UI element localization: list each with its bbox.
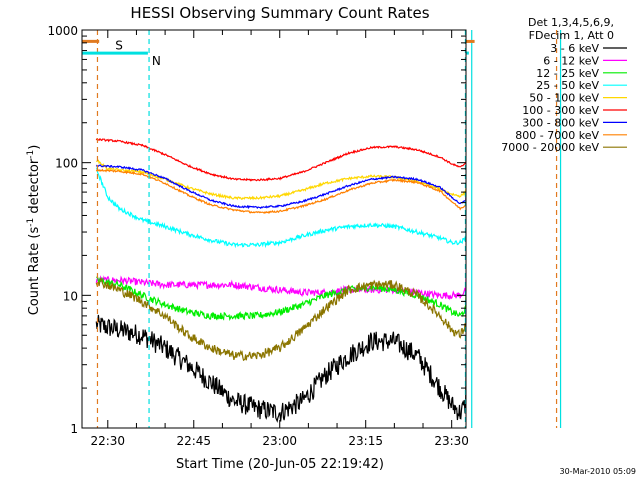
y-tick-label-0: 1 — [70, 422, 78, 436]
x-tick-label-0: 22:30 — [90, 434, 125, 448]
legend-label-0: 3 - 6 keV — [550, 42, 599, 55]
y-tick-label-1: 10 — [63, 289, 78, 303]
legend-label-5: 100 - 300 keV — [522, 104, 599, 117]
y-axis-label-end: ) — [27, 145, 42, 150]
chart-title: HESSI Observing Summary Count Rates — [130, 4, 429, 22]
axes-frame — [81, 29, 467, 429]
x-tick-label-1: 22:45 — [176, 434, 211, 448]
series-line-8 — [95, 270, 466, 362]
flag-label-1: N — [152, 54, 161, 68]
x-tick-label-3: 23:15 — [348, 434, 383, 448]
x-axis-label: Start Time (20-Jun-05 22:19:42) — [176, 457, 384, 472]
x-tick-label-4: 23:30 — [434, 434, 469, 448]
legend-label-6: 300 - 800 keV — [522, 116, 599, 129]
series-group — [95, 138, 466, 423]
series-line-0 — [95, 314, 466, 423]
y-axis-label-sup1: -1 — [26, 218, 36, 227]
y-axis-label-sup2: -1 — [26, 150, 36, 159]
series-line-7 — [95, 168, 466, 214]
y-axis-label: Count Rate (s-1 detector-1) — [26, 145, 42, 316]
legend-label-3: 25 - 50 keV — [536, 79, 599, 92]
y-axis-label-main: Count Rate (s — [27, 227, 42, 316]
legend-header-line-1: Det 1,3,4,5,6,9, — [528, 16, 614, 29]
legend-label-4: 50 - 100 keV — [529, 92, 599, 105]
series-line-6 — [95, 164, 466, 210]
legend-label-1: 6 - 12 keV — [543, 54, 599, 67]
x-tick-label-2: 23:00 — [262, 434, 297, 448]
plot-area: S N 22:30 22:45 23:00 23:15 23:30 1 10 100 1000 — [47, 24, 562, 448]
y-tick-label-2: 100 — [55, 157, 78, 171]
flag-label-0: S — [115, 38, 123, 52]
legend-label-2: 12 - 25 keV — [536, 67, 599, 80]
series-line-5 — [95, 138, 466, 182]
timestamp: 30-Mar-2010 05:09 — [560, 467, 637, 476]
legend-label-7: 800 - 7000 keV — [515, 129, 599, 142]
y-axis-label-mid: detector — [27, 158, 42, 218]
series-line-3 — [95, 167, 466, 249]
y-tick-label-3: 1000 — [47, 24, 78, 38]
legend-label-8: 7000 - 20000 keV — [501, 141, 599, 154]
legend-header-line-2: FDecim 1, Att 0 — [529, 29, 614, 42]
